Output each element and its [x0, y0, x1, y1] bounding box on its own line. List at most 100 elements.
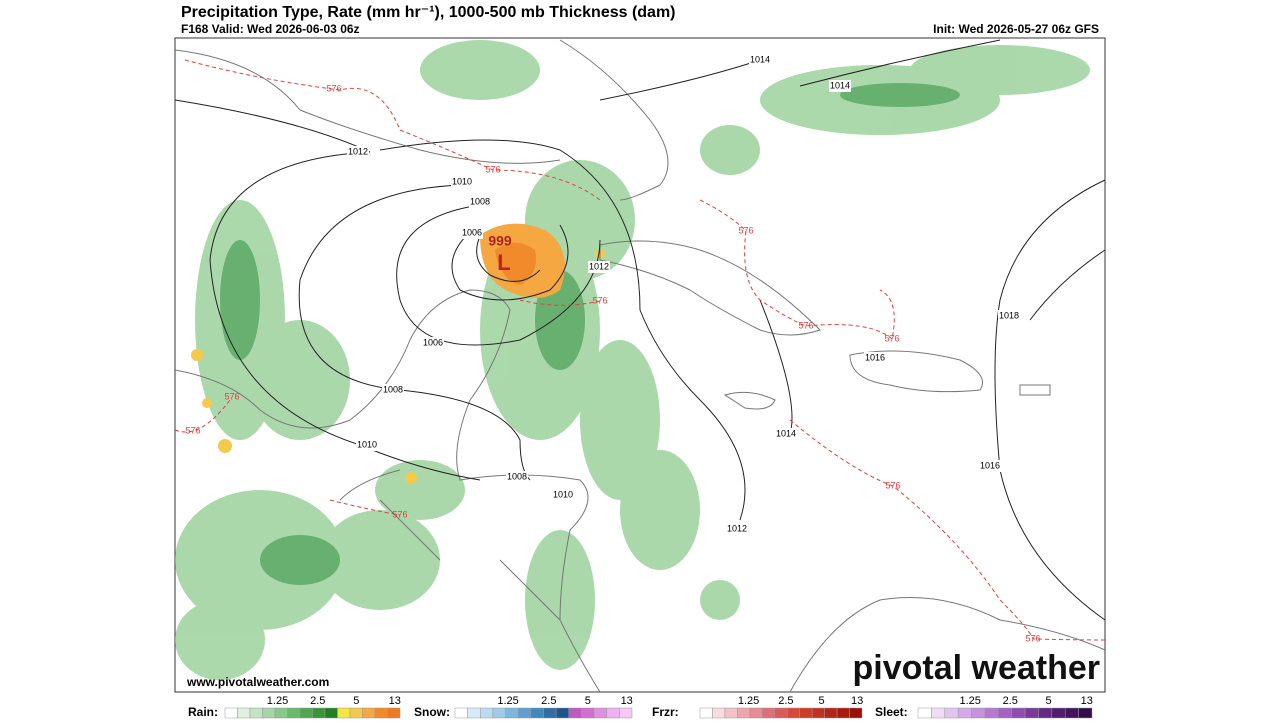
legend-swatch — [724, 707, 738, 719]
isobar-label-group: 1014 1014 1012 1010 1008 1006 1012 1018 1016 1006… — [347, 54, 1020, 535]
isobar-label: 1014 — [776, 428, 796, 438]
isobar-label-bg — [422, 337, 444, 349]
legend-swatch — [1038, 707, 1053, 719]
isobar-label: 1012 — [348, 146, 368, 156]
website: www.pivotalweather.com — [186, 675, 329, 689]
legend-tick-label: 5 — [1045, 695, 1051, 707]
legend-swatch — [699, 707, 713, 719]
legend-swatch — [543, 707, 557, 719]
legend-tick-label: 13 — [389, 695, 401, 707]
isobar-label-bg — [356, 439, 378, 451]
thickness-label: 576 — [592, 295, 607, 305]
thickness-label: 576 — [884, 333, 899, 343]
isobar-label-bg — [998, 310, 1020, 322]
thickness-label: 576 — [738, 225, 753, 235]
init-time: Init: Wed 2026-05-27 06z GFS — [933, 22, 1099, 36]
legend-swatch — [581, 707, 595, 719]
legend-swatch — [619, 707, 633, 719]
isobar-label-bg — [506, 471, 528, 483]
legend-swatch — [337, 707, 351, 719]
thickness-576 — [174, 59, 1106, 641]
legend-tick-label: 1.25 — [959, 695, 980, 707]
isobars — [174, 39, 1106, 621]
legend-swatch — [480, 707, 494, 719]
coastlines — [174, 39, 1106, 693]
legend-label: Sleet: — [875, 705, 908, 719]
isobar-label-bg — [979, 460, 1001, 472]
legend-swatch — [312, 707, 326, 719]
legend-swatch — [505, 707, 519, 719]
legend-swatch — [362, 707, 376, 719]
valid-time: F168 Valid: Wed 2026-06-03 06z — [181, 22, 360, 36]
isobar-label: 1014 — [750, 54, 770, 64]
legend-swatch — [799, 707, 813, 719]
legend-tick-label: 2.5 — [1003, 695, 1018, 707]
isobar-label: 1006 — [423, 337, 443, 347]
legend-tick-label: 2.5 — [310, 695, 325, 707]
isobar-label-bg — [461, 227, 483, 239]
legend-swatch — [349, 707, 363, 719]
isobar-label: 1012 — [727, 523, 747, 533]
legend-tick-label: 1.25 — [738, 695, 759, 707]
legend-swatch — [593, 707, 607, 719]
isobar-label-bg — [451, 176, 473, 188]
legend-tick-label: 13 — [621, 695, 633, 707]
isobar-label-bg — [552, 489, 574, 501]
legend-swatch — [555, 707, 570, 719]
isobar-label-bg — [469, 196, 491, 208]
thickness-label-group: 576 576 576 576 576 576 576 576 576 576 576 — [185, 83, 1040, 643]
legend-swatch — [274, 707, 288, 719]
thickness-label: 576 — [798, 320, 813, 330]
legend-tick-label: 5 — [585, 695, 591, 707]
legend-tick-label: 13 — [1081, 695, 1093, 707]
thickness-label: 576 — [224, 391, 239, 401]
legend-swatch — [984, 707, 999, 719]
isobar-label-bg — [775, 428, 797, 440]
legend: Rain: 1.25 2.5 5 13 Snow: 1.25 2.5 5 13 Frzr: 1.25 2… — [188, 695, 1093, 719]
low-symbol: L — [497, 250, 510, 275]
isobar-label: 1008 — [470, 196, 490, 206]
legend-swatch — [606, 707, 620, 719]
legend-tick-label: 5 — [353, 695, 359, 707]
legend-swatch — [712, 707, 726, 719]
legend-tick-label: 5 — [818, 695, 824, 707]
legend-swatch — [1011, 707, 1026, 719]
isobar-label: 1006 — [462, 227, 482, 237]
legend-swatch — [774, 707, 788, 719]
legend-tick-label: 1.25 — [497, 695, 518, 707]
heavy-rain-core — [495, 242, 536, 285]
legend-swatch — [811, 707, 825, 719]
thickness-label: 576 — [392, 509, 407, 519]
thickness-label: 576 — [326, 83, 341, 93]
legend-swatch — [786, 707, 800, 719]
title: Precipitation Type, Rate (mm hr⁻¹), 1000… — [181, 4, 676, 21]
legend-swatch — [1078, 707, 1093, 719]
legend-swatch — [299, 707, 313, 719]
isobar-label: 1016 — [980, 460, 1000, 470]
legend-label: Rain: — [188, 705, 218, 719]
legend-swatch — [749, 707, 763, 719]
legend-swatch — [836, 707, 850, 719]
legend-swatch — [971, 707, 986, 719]
isobar-label-bg — [726, 523, 748, 535]
legend-tick-label: 1.25 — [267, 695, 288, 707]
legend-swatch — [374, 707, 388, 719]
legend-swatch — [454, 707, 468, 719]
isobar-label: 1010 — [452, 176, 472, 186]
thickness-label: 576 — [485, 164, 500, 174]
legend-swatch — [849, 707, 863, 719]
legend-swatch — [931, 707, 946, 719]
isobar-label-bg — [864, 352, 886, 364]
thickness-label: 576 — [885, 480, 900, 490]
legend-swatch — [1064, 707, 1079, 719]
legend-swatch — [224, 707, 238, 719]
legend-swatch — [530, 707, 544, 719]
legend-tick-label: 2.5 — [778, 695, 793, 707]
map: 1014 1014 1012 1010 1008 1006 1012 1018 1016 1006… — [174, 37, 1106, 693]
isobar-label-bg — [347, 146, 369, 158]
legend-swatch — [467, 707, 481, 719]
isobar-label: 1010 — [553, 489, 573, 499]
legend-swatch — [917, 707, 932, 719]
